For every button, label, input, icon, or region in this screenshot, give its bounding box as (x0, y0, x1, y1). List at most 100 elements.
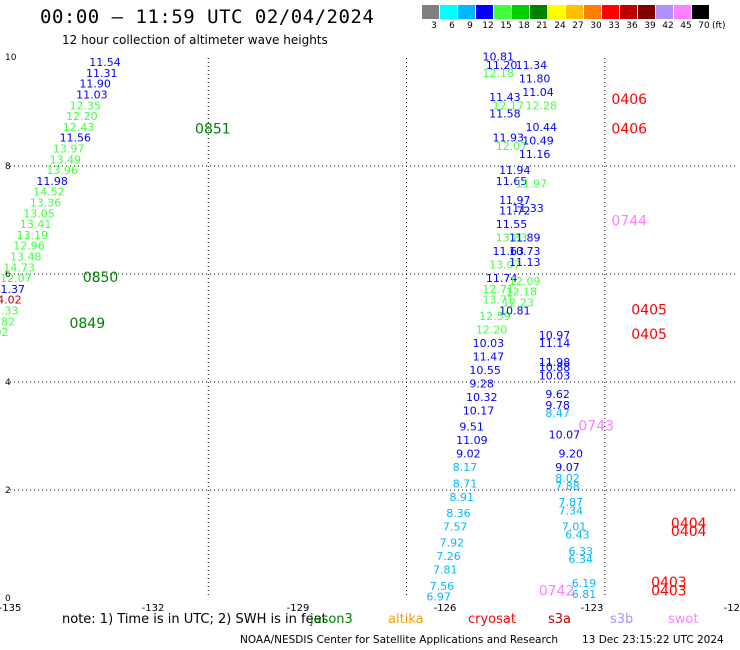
wave-height-label: 8.47 (545, 407, 570, 420)
colorbar-label: 39 (644, 21, 656, 31)
wave-height-label: 11.63 (492, 245, 524, 258)
wave-height-label: 10.03 (539, 369, 571, 382)
wave-height-label: 6.19 (572, 577, 597, 590)
footer-note: note: 1) Time is in UTC; 2) SWH is in fe… (62, 612, 327, 627)
wave-height-label: 6.43 (565, 529, 590, 542)
wave-height-label: 12.20 (66, 110, 98, 123)
wave-height-label: 9.51 (459, 421, 484, 434)
wave-height-label: 14.52 (33, 186, 65, 199)
wave-height-label: 12.43 (63, 121, 95, 134)
colorbar-cell (530, 5, 547, 19)
satellite-legend-item: s3a (548, 612, 572, 627)
x-tick-label: -129 (287, 603, 310, 614)
colorbar-label: 36 (626, 21, 638, 31)
wave-height-label: 11.33 (512, 202, 544, 215)
axis-ticks: -135 -132 -129 -126 -123 -124 0 2 4 6 8 10 (0, 53, 740, 614)
colorbar-label: 24 (554, 21, 566, 31)
track-id-label: 0404 (671, 524, 707, 540)
track-id-label: 0405 (631, 303, 667, 319)
satellite-legend-item: cryosat (468, 612, 516, 627)
wave-height-label: 8.17 (453, 461, 478, 474)
wave-height-label: 13.19 (17, 229, 49, 242)
wave-height-label: 10.55 (469, 364, 501, 377)
wave-height-label: 11.58 (489, 107, 520, 120)
wave-height-label: 13.07 (489, 259, 520, 272)
colorbar-cell (512, 5, 529, 19)
wave-height-label: 8.36 (446, 507, 471, 520)
wave-height-label: 10.32 (466, 391, 498, 404)
track-id-label: 0851 (195, 122, 231, 138)
colorbar-cell (620, 5, 637, 19)
wave-height-label: 11.54 (89, 56, 121, 69)
colorbar-cell (602, 5, 619, 19)
wave-height-label: 13.49 (50, 153, 81, 166)
wave-height-label: 11.89 (509, 232, 540, 245)
y-tick-label: 8 (5, 162, 11, 172)
wave-height-label: 11.09 (456, 434, 488, 447)
wave-height-label: 14.73 (3, 261, 34, 274)
colorbar-cell (638, 5, 655, 19)
wave-height-label: 9.62 (545, 388, 570, 401)
wave-height-label: 9.20 (559, 448, 584, 461)
wave-height-label: 12.59 (479, 310, 511, 323)
page-subtitle: 12 hour collection of altimeter wave hei… (62, 33, 328, 47)
wave-height-label: 13.02 (0, 326, 8, 339)
wave-height-label: 7.56 (430, 580, 455, 593)
wave-height-label: 13.97 (53, 143, 85, 156)
colorbar-cell (566, 5, 583, 19)
colorbar-label: 15 (500, 21, 512, 31)
colorbar-label: 12 (482, 21, 494, 31)
track-id-label: 0406 (611, 122, 647, 138)
x-tick-label: -132 (142, 603, 165, 614)
wave-height-label: 11.20 (486, 59, 518, 72)
colorbar-label: 21 (536, 21, 548, 31)
track-id-label: 0404 (671, 516, 707, 532)
wave-height-label: 11.31 (86, 67, 118, 80)
wave-height-label: 12.18 (506, 286, 538, 299)
colorbar-cell (440, 5, 457, 19)
footer-credit: NOAA/NESDIS Center for Satellite Applica… (240, 634, 558, 646)
wave-height-label: 11.37 (0, 283, 25, 296)
wave-height-label: 11.04 (522, 86, 554, 99)
colorbar-label: 33 (608, 21, 620, 31)
x-tick-label: -123 (581, 603, 604, 614)
wave-height-label: 7.34 (559, 504, 584, 517)
wave-height-label: 11.80 (519, 72, 551, 85)
wave-height-label: 7.87 (559, 496, 584, 509)
wave-height-label: 12.71 (483, 283, 515, 296)
track-id-label: 0743 (578, 419, 614, 435)
wave-height-label: 11.72 (499, 205, 531, 218)
wave-height-label: 10.44 (526, 121, 558, 134)
wave-height-label: 8.71 (453, 477, 478, 490)
track-id-label: 0744 (611, 213, 647, 229)
page-title: 00:00 – 11:59 UTC 02/04/2024 (40, 6, 375, 28)
wave-height-label: 11.98 (36, 175, 68, 188)
wave-height-label: 13.36 (30, 197, 61, 210)
wave-height-label: 12.09 (509, 275, 540, 288)
y-tick-label: 4 (5, 378, 11, 388)
y-tick-label: 6 (5, 270, 11, 280)
wave-height-label: 7.26 (436, 550, 461, 563)
colorbar-cell (656, 5, 673, 19)
wave-height-label: 12.07 (496, 140, 528, 153)
colorbar-label: 42 (662, 21, 674, 31)
wave-height-label: 11.90 (79, 78, 111, 91)
wave-height-label: 12.33 (0, 305, 18, 318)
track-id-label: 0850 (83, 270, 119, 286)
colorbar-cell (494, 5, 511, 19)
wave-height-label: 7.57 (443, 521, 468, 534)
wave-height-label: 11.55 (496, 218, 528, 231)
wave-height-label: 12.18 (483, 67, 515, 80)
wave-height-label: 11.14 (539, 337, 571, 350)
wave-height-label: 10.03 (473, 337, 505, 350)
colorbar-label: 30 (590, 21, 602, 31)
wave-height-label: 11.98 (539, 356, 571, 369)
wave-height-label: 13.05 (23, 207, 55, 220)
wave-height-label: 6.97 (426, 591, 451, 604)
wave-height-label: 7.81 (433, 564, 458, 577)
colorbar-cell (692, 5, 709, 19)
wave-height-label: 11.74 (486, 272, 518, 285)
colorbar-label: 45 (680, 21, 692, 31)
wave-height-label: 11.65 (496, 175, 528, 188)
wave-height-label: 13.96 (46, 164, 78, 177)
